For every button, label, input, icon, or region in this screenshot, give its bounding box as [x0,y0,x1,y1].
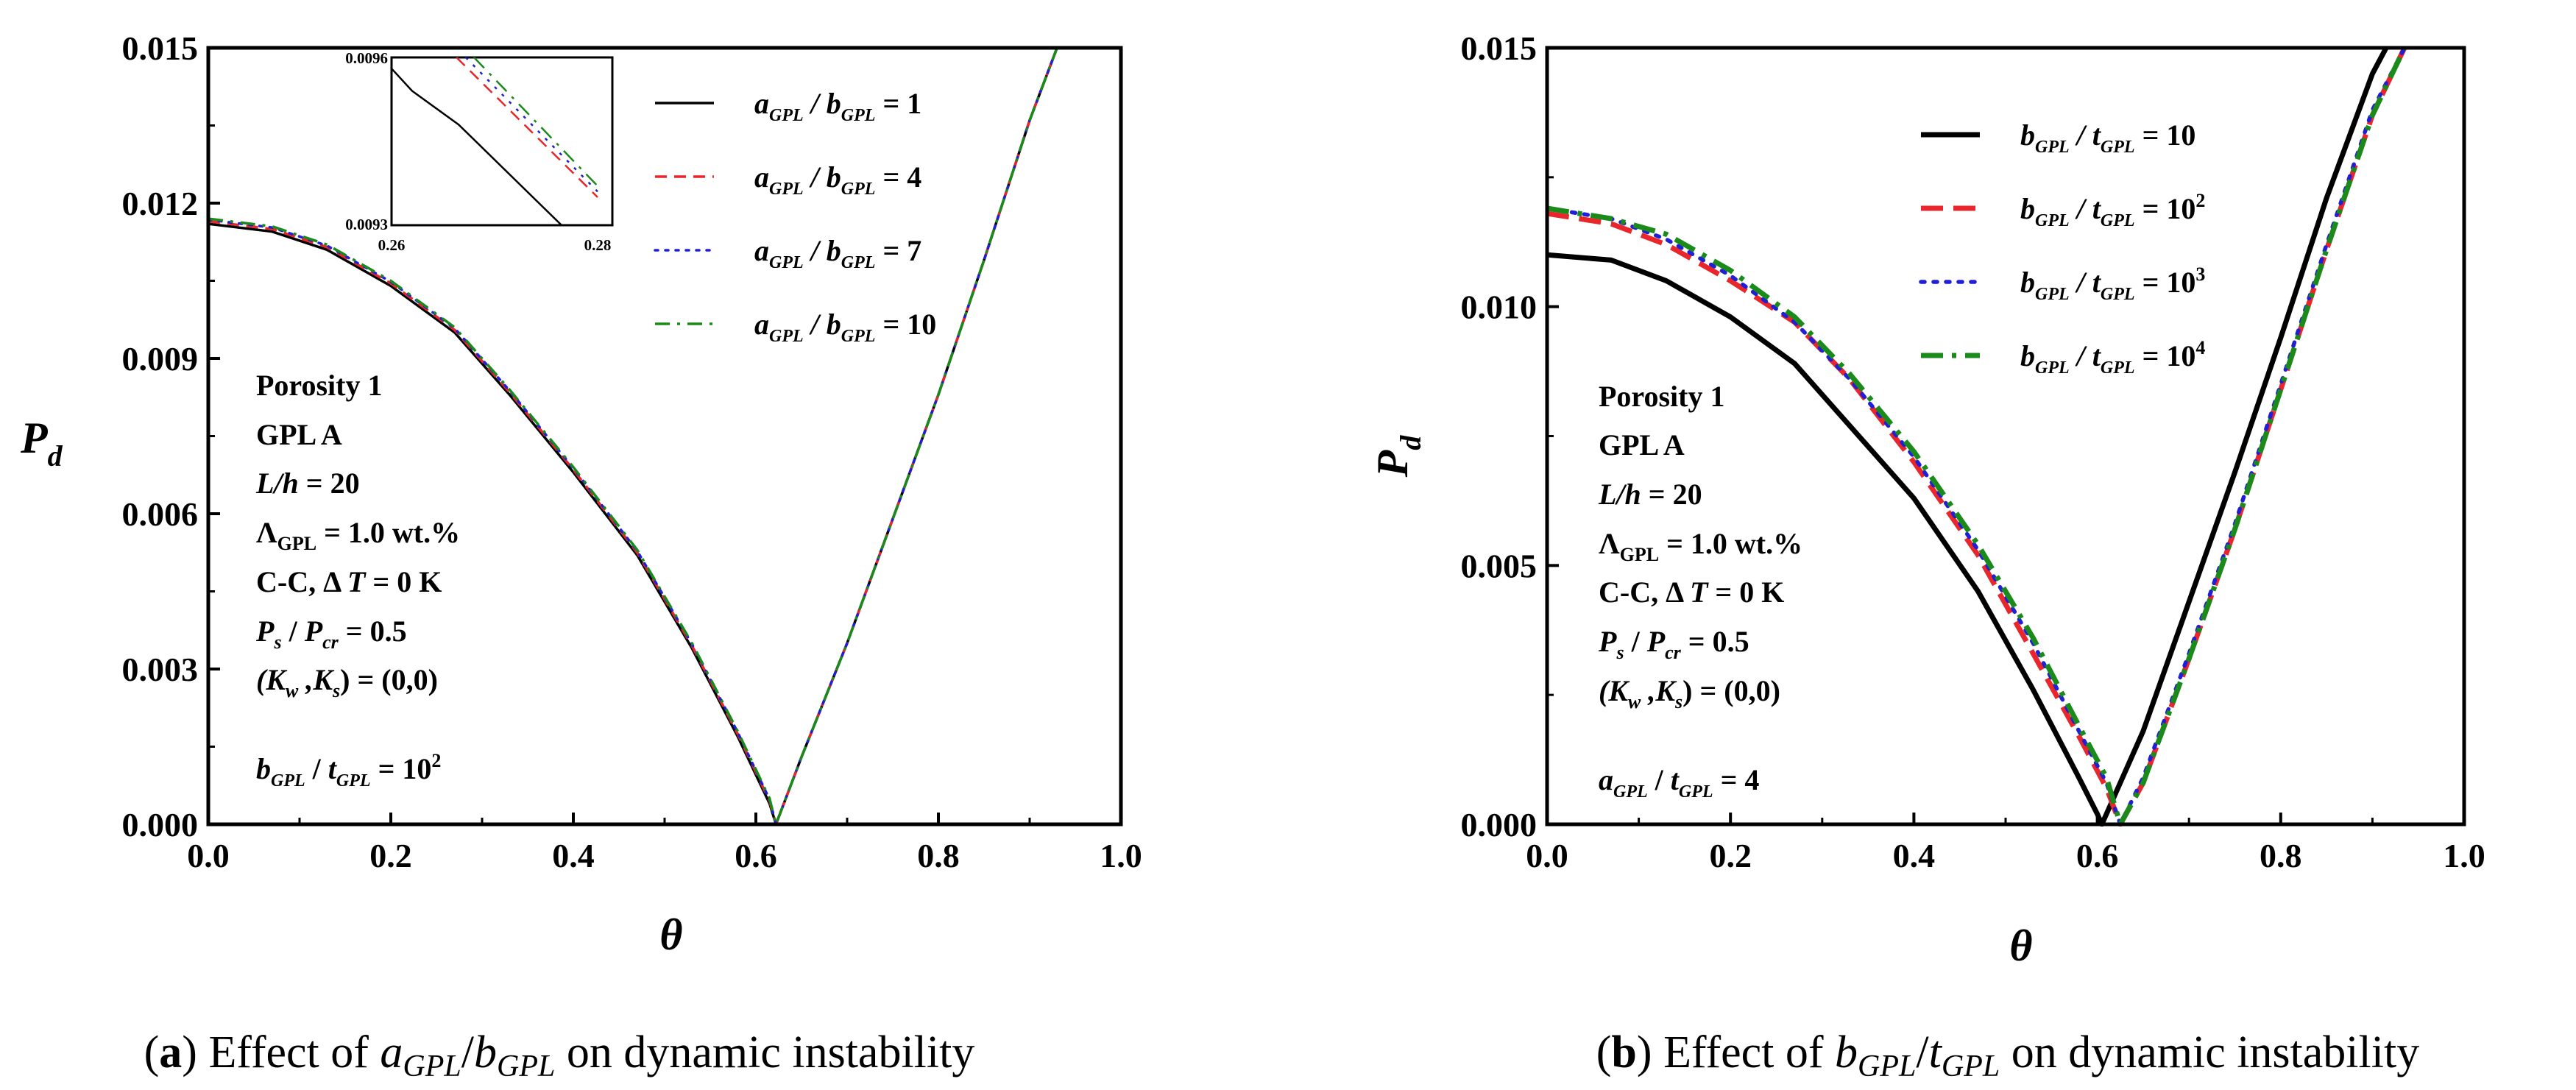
y-tick-label: 0.015 [1461,29,1538,67]
y-tick-label: 0.003 [122,651,199,688]
inset-x-tick-left: 0.26 [378,236,406,254]
x-tick-label: 1.0 [1100,837,1142,874]
inset-frame [390,56,614,227]
annot-gpl-type: GPL A [256,418,342,451]
series-line-4 [208,47,1058,826]
x-tick-label: 0.2 [369,837,412,874]
inset-series-line-1 [392,68,562,225]
panel-a-plot-frame [206,46,1123,827]
x-tick-label: 0.4 [1893,837,1936,874]
caption-a: (a) Effect of aGPL/bGPL on dynamic insta… [144,1027,975,1083]
panel-b-plot-frame [1545,46,2466,827]
x-tick-label: 0.4 [552,837,595,874]
caption-b: (b) Effect of bGPL/tGPL on dynamic insta… [1596,1027,2419,1083]
x-tick-label: 1.0 [2443,837,2485,874]
inset-y-tick-bottom: 0.0093 [345,216,388,233]
legend-label-1: aGPL / bGPL = 1 [754,87,921,125]
x-tick-label: 0.0 [1526,837,1568,874]
y-tick-label: 0.009 [122,340,199,378]
legend-label-4: bGPL / tGPL = 104 [2020,337,2205,378]
x-tick-label: 0.6 [735,837,777,874]
annot-foundation: (Kw ,Ks) = (0,0) [1599,674,1780,712]
annot-boundary-temp: C-C, Δ T = 0 K [256,565,442,598]
panel-a-x-axis-title: θ [659,910,682,959]
panel-a-inset: 0.0096 0.0093 0.26 0.28 [345,49,614,254]
x-tick-label: 0.8 [917,837,960,874]
annot-foundation: (Kw ,Ks) = (0,0) [256,663,438,701]
x-tick-label: 0.6 [2076,837,2119,874]
annot-length-ratio: L/h = 20 [255,467,360,500]
y-tick-label: 0.012 [122,185,199,222]
panel-b-annotations: Porosity 1 GPL A L/h = 20 ΛGPL = 1.0 wt.… [1598,380,1802,801]
series-line-1 [1547,46,2389,827]
panel-a-annotations: Porosity 1 GPL A L/h = 20 ΛGPL = 1.0 wt.… [255,369,460,790]
legend-label-2: bGPL / tGPL = 102 [2020,190,2205,230]
inset-x-tick-right: 0.28 [584,236,612,254]
inset-y-tick-top: 0.0096 [345,49,388,67]
annot-length-ratio: L/h = 20 [1598,478,1702,511]
annot-boundary-temp: C-C, Δ T = 0 K [1599,576,1784,609]
legend-label-2: aGPL / bGPL = 4 [754,160,921,199]
panel-a: 0.0 0.2 0.4 0.6 0.8 1.0 0.000 0.003 0.006 0.009 0.… [20,29,1142,1083]
annot-fixed-ratio: aGPL / tGPL = 4 [1599,763,1759,801]
panel-b-legend: bGPL / tGPL = 10 bGPL / tGPL = 102 bGPL / … [1919,118,2205,378]
panel-b: 0.0 0.2 0.4 0.6 0.8 1.0 0.000 0.005 0.010 0.015 P… [1368,29,2485,1083]
x-tick-label: 0.8 [2260,837,2302,874]
y-tick-label: 0.005 [1461,547,1538,584]
annot-gpl-weight: ΛGPL = 1.0 wt.% [1599,527,1802,565]
legend-label-3: bGPL / tGPL = 103 [2020,263,2205,304]
inset-series-line-2 [456,57,598,198]
annot-gpl-weight: ΛGPL = 1.0 wt.% [256,516,460,554]
panel-a-y-axis-title: Pd [20,414,63,473]
panel-b-y-axis-title: Pd [1368,435,1427,478]
y-tick-label: 0.010 [1461,289,1538,326]
series-line-3 [1547,46,2407,827]
x-tick-label: 0.0 [187,837,230,874]
annot-gpl-type: GPL A [1599,428,1685,461]
legend-label-3: aGPL / bGPL = 7 [754,234,921,272]
legend-label-4: aGPL / bGPL = 10 [754,308,936,346]
annot-porosity: Porosity 1 [1599,380,1724,413]
panel-a-legend: aGPL / bGPL = 1 aGPL / bGPL = 4 aGPL / bGP… [654,87,936,346]
y-tick-label: 0.000 [1461,806,1538,843]
inset-series-line-4 [473,57,598,187]
y-tick-label: 0.006 [122,495,199,533]
y-tick-label: 0.000 [122,806,199,843]
annot-load-ratio: Ps / Pcr = 0.5 [255,615,407,653]
series-line-4 [1547,46,2407,827]
legend-label-1: bGPL / tGPL = 10 [2020,118,2195,157]
panel-b-x-axis-title: θ [2009,921,2032,970]
annot-fixed-ratio: bGPL / tGPL = 102 [256,750,441,790]
y-tick-label: 0.015 [122,29,199,67]
annot-load-ratio: Ps / Pcr = 0.5 [1598,625,1749,663]
inset-series-line-3 [464,57,598,193]
annot-porosity: Porosity 1 [256,369,382,402]
x-tick-label: 0.2 [1709,837,1752,874]
